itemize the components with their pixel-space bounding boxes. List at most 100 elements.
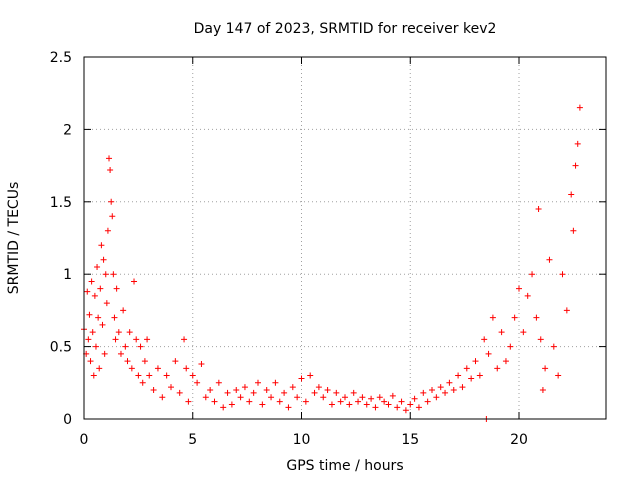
data-point-marker (407, 401, 414, 408)
data-point-marker (85, 336, 92, 343)
data-point-marker (107, 166, 114, 173)
data-point-marker (415, 404, 422, 411)
data-point-marker (104, 227, 111, 234)
data-point-marker (450, 387, 457, 394)
data-point-marker (368, 395, 375, 402)
data-point-marker (92, 343, 99, 350)
data-point-marker (122, 343, 129, 350)
data-point-marker (102, 271, 109, 278)
data-point-marker (394, 404, 401, 411)
data-point-marker (233, 387, 240, 394)
data-point-marker (289, 384, 296, 391)
data-point-marker (385, 401, 392, 408)
data-point-marker (342, 394, 348, 401)
data-point-marker (546, 256, 553, 263)
data-point-marker (420, 389, 427, 396)
data-point-marker (437, 384, 444, 391)
y-axis-label: SRMTID / TECUs (6, 182, 22, 295)
data-point-marker (168, 384, 174, 391)
data-point-marker (91, 292, 98, 299)
data-point-marker (346, 401, 353, 408)
data-point-marker (320, 394, 327, 401)
data-point-marker (176, 389, 183, 396)
data-point-marker (563, 307, 570, 314)
data-point-marker (194, 379, 201, 386)
data-point-marker (268, 394, 275, 401)
data-point-marker (533, 314, 540, 321)
data-point-marker (137, 343, 144, 350)
data-point-marker (101, 350, 108, 357)
data-point-marker (146, 372, 153, 379)
data-point-marker (172, 358, 179, 365)
data-point-marker (315, 384, 322, 391)
x-axis-label: GPS time / hours (286, 458, 403, 474)
data-point-marker (411, 395, 418, 402)
data-point-marker (429, 387, 435, 394)
data-point-marker (86, 311, 93, 318)
data-point-marker (259, 401, 266, 408)
data-point-marker (88, 278, 95, 285)
data-point-marker (463, 365, 470, 372)
data-point-marker (198, 360, 205, 367)
data-point-marker (220, 404, 227, 411)
data-point-marker (402, 407, 409, 414)
data-point-marker (113, 285, 120, 292)
data-point-marker (112, 336, 119, 343)
data-point-marker (150, 387, 157, 394)
data-point-marker (139, 379, 146, 386)
data-point-marker (207, 387, 214, 394)
y-tick-label: 2.5 (50, 50, 72, 66)
data-point-marker (337, 398, 344, 405)
data-point-marker (183, 365, 190, 372)
data-point-marker (103, 300, 110, 307)
data-point-marker (539, 387, 546, 394)
data-point-marker (98, 242, 105, 249)
y-tick-label: 2 (63, 122, 72, 138)
data-point-marker (485, 350, 492, 357)
data-point-marker (555, 372, 562, 379)
data-point-marker (381, 398, 388, 405)
data-point-marker (476, 372, 483, 379)
data-point-marker (131, 278, 138, 285)
x-tick-label: 5 (188, 432, 197, 448)
data-point-marker (211, 398, 218, 405)
data-point-marker (100, 256, 107, 263)
data-point-marker (359, 394, 366, 401)
data-point-marker (535, 206, 542, 213)
data-point-marker (106, 155, 113, 162)
tick-labels: 0 5 10 15 20 0 0.5 1 1.5 2 2.5 (50, 50, 528, 448)
chart-title: Day 147 of 2023, SRMTID for receiver kev… (194, 21, 497, 37)
data-point-marker (468, 375, 475, 382)
data-point-marker (524, 292, 531, 299)
data-point-marker (446, 379, 453, 386)
data-point-marker (124, 358, 131, 365)
y-tick-label: 1.5 (50, 195, 72, 211)
data-point-marker (189, 372, 196, 379)
data-point-marker (363, 401, 370, 408)
data-point-marker (333, 389, 340, 396)
data-point-marker (120, 307, 127, 314)
data-point-marker (324, 387, 331, 394)
data-point-marker (281, 389, 288, 396)
data-point-marker (272, 379, 279, 386)
data-point-marker (228, 401, 235, 408)
data-point-marker (472, 358, 479, 365)
data-point-marker (550, 343, 557, 350)
data-point-marker (489, 314, 496, 321)
data-point-marker (298, 375, 305, 382)
data-point-marker (502, 358, 509, 365)
x-tick-label: 15 (401, 432, 419, 448)
data-point-marker (285, 404, 292, 411)
data-point-marker (246, 398, 253, 405)
data-points (81, 104, 583, 422)
data-point-marker (576, 104, 583, 111)
data-point-marker (520, 329, 527, 336)
data-point-marker (507, 343, 514, 350)
data-point-marker (376, 394, 383, 401)
data-point-marker (511, 314, 518, 321)
data-point-marker (224, 389, 231, 396)
data-point-marker (263, 387, 270, 394)
data-point-marker (97, 285, 104, 292)
plot-frame (83, 56, 607, 420)
data-point-marker (128, 365, 135, 372)
